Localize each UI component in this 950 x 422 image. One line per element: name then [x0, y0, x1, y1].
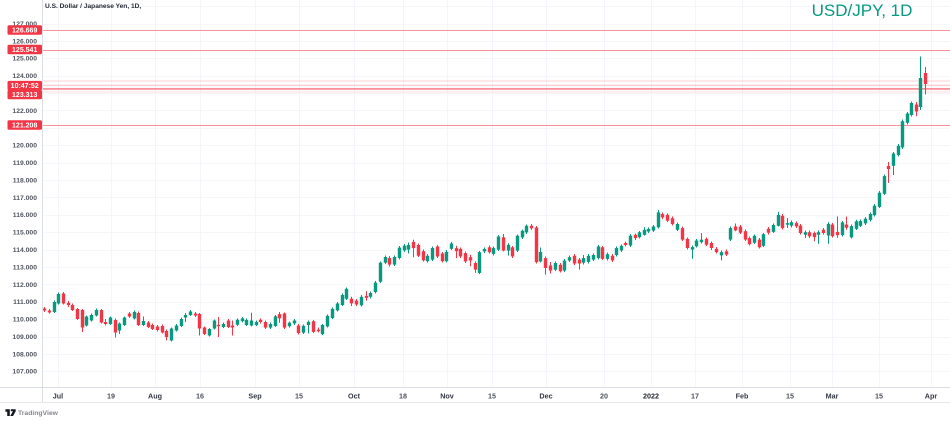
svg-text:126.669: 126.669: [12, 28, 37, 35]
svg-text:Jul: Jul: [53, 392, 63, 401]
svg-text:111.000: 111.000: [13, 299, 37, 306]
svg-text:Feb: Feb: [736, 392, 749, 401]
svg-text:110.000: 110.000: [13, 317, 37, 324]
svg-text:10:47:52: 10:47:52: [11, 83, 39, 90]
svg-text:Nov: Nov: [440, 392, 454, 401]
svg-text:123.313: 123.313: [12, 92, 37, 99]
svg-text:109.000: 109.000: [12, 334, 37, 341]
svg-text:20: 20: [600, 392, 608, 401]
svg-text:116.000: 116.000: [13, 212, 37, 219]
svg-text:Apr: Apr: [925, 392, 938, 401]
svg-text:125.541: 125.541: [12, 47, 37, 54]
svg-text:118.000: 118.000: [13, 177, 37, 184]
svg-text:16: 16: [196, 392, 204, 401]
svg-text:113.000: 113.000: [13, 264, 37, 271]
svg-text:19: 19: [107, 392, 115, 401]
svg-text:U.S. Dollar / Japanese Yen, 1D: U.S. Dollar / Japanese Yen, 1D,: [45, 3, 141, 10]
svg-text:121.208: 121.208: [12, 123, 37, 130]
svg-text:15: 15: [488, 392, 496, 401]
svg-text:114.000: 114.000: [13, 247, 37, 254]
svg-text:15: 15: [295, 392, 303, 401]
svg-text:126.000: 126.000: [12, 38, 37, 45]
svg-text:Aug: Aug: [148, 392, 162, 401]
svg-text:124.000: 124.000: [12, 73, 37, 80]
svg-text:117.000: 117.000: [13, 195, 37, 202]
svg-text:2022: 2022: [643, 392, 659, 401]
svg-text:18: 18: [399, 392, 407, 401]
svg-text:119.000: 119.000: [13, 160, 37, 167]
svg-text:112.000: 112.000: [13, 282, 37, 289]
svg-text:Oct: Oct: [348, 392, 361, 401]
svg-text:115.000: 115.000: [13, 230, 37, 237]
svg-text:15: 15: [875, 392, 883, 401]
svg-text:15: 15: [786, 392, 794, 401]
svg-text:Dec: Dec: [539, 392, 552, 401]
svg-text:USD/JPY, 1D: USD/JPY, 1D: [812, 1, 913, 20]
svg-text:125.000: 125.000: [12, 56, 37, 63]
svg-text:120.000: 120.000: [12, 143, 37, 150]
svg-text:108.000: 108.000: [12, 351, 37, 358]
svg-text:107.000: 107.000: [12, 369, 37, 376]
svg-text:Sep: Sep: [248, 392, 262, 401]
svg-text:Mar: Mar: [826, 392, 839, 401]
svg-text:127.000: 127.000: [12, 21, 37, 28]
svg-text:122.000: 122.000: [12, 108, 37, 115]
svg-text:TradingView: TradingView: [18, 410, 59, 417]
svg-text:17: 17: [691, 392, 699, 401]
